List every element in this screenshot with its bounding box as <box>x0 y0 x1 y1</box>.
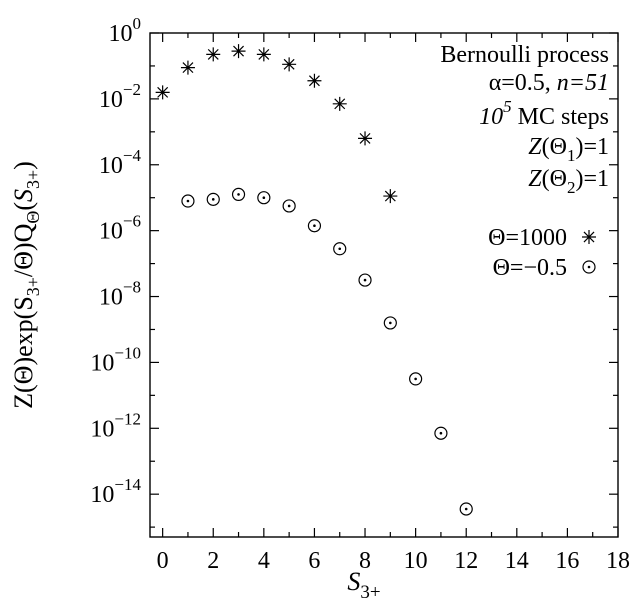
axis-ticks <box>150 32 619 537</box>
circle-dot-point <box>206 192 220 206</box>
legend-label: Θ=1000 <box>488 225 567 251</box>
asterisk-point <box>155 85 170 100</box>
asterisk-point <box>383 189 398 204</box>
annotation-z2: Z(Θ2)=1 <box>528 166 609 197</box>
circle-dot-point <box>358 273 372 287</box>
y-tick-label: 10−2 <box>99 80 141 113</box>
circle-dot-point <box>181 194 195 208</box>
circle-dot-point <box>257 191 271 205</box>
x-tick-label: 0 <box>157 548 169 574</box>
x-tick-label: 18 <box>606 548 630 574</box>
asterisk-point <box>180 60 195 75</box>
circle-dot-point <box>383 316 397 330</box>
asterisk-point <box>256 47 271 62</box>
y-axis-label: Z(Θ)exp(S3+/Θ)QΘ(S3+) <box>9 161 43 409</box>
y-tick-label: 10−10 <box>90 343 141 376</box>
annotation-params: α=0.5, n=51 <box>489 70 609 96</box>
x-tick-label: 6 <box>308 548 320 574</box>
plot-frame <box>149 32 619 538</box>
circle-dot-point <box>307 219 322 233</box>
x-tick-label: 16 <box>555 548 579 574</box>
circle-dot-point <box>434 426 448 440</box>
circle-dot-point <box>582 260 596 274</box>
asterisk-point <box>282 57 297 72</box>
circle-dot-point <box>333 242 347 256</box>
legend: Θ=1000 Θ=−0.5 <box>488 225 596 281</box>
circle-dot-point <box>409 372 423 386</box>
asterisk-point <box>206 47 221 62</box>
asterisk-point <box>582 230 596 244</box>
x-tick-label: 2 <box>207 548 219 574</box>
x-tick-label: 10 <box>404 548 428 574</box>
x-tick-label: 4 <box>258 548 270 574</box>
x-tick-label: 14 <box>505 548 529 574</box>
y-tick-label: 10−6 <box>99 212 141 245</box>
circle-dot-point <box>282 199 296 213</box>
y-tick-label: 10−14 <box>90 475 141 508</box>
y-tick-label: 10−4 <box>99 146 142 179</box>
annotation-z1: Z(Θ1)=1 <box>528 134 609 165</box>
data-points <box>155 44 473 516</box>
x-tick-label: 8 <box>359 548 371 574</box>
asterisk-point <box>307 73 322 88</box>
legend-label: Θ=−0.5 <box>493 255 567 281</box>
asterisk-point <box>231 44 246 59</box>
axis-labels: S3+ Z(Θ)exp(S3+/Θ)QΘ(S3+) <box>9 161 381 603</box>
asterisk-point <box>332 96 347 111</box>
circle-dot-point <box>231 187 246 201</box>
x-tick-labels: 0 2 4 6 8 10 12 14 16 18 <box>157 548 630 574</box>
annotation-title: Bernoulli process <box>440 42 609 68</box>
annotation-steps: 105 MC steps <box>479 97 609 130</box>
circle-dot-point <box>459 502 473 516</box>
asterisk-point <box>358 131 373 146</box>
y-tick-label: 10−8 <box>99 278 141 311</box>
x-tick-label: 12 <box>454 548 478 574</box>
y-tick-labels: 100 10−2 10−4 10−6 10−8 10−10 10−12 10−14 <box>90 14 141 508</box>
y-tick-label: 10−12 <box>90 409 141 442</box>
x-axis-label: S3+ <box>347 567 380 603</box>
y-tick-label: 100 <box>109 14 142 47</box>
